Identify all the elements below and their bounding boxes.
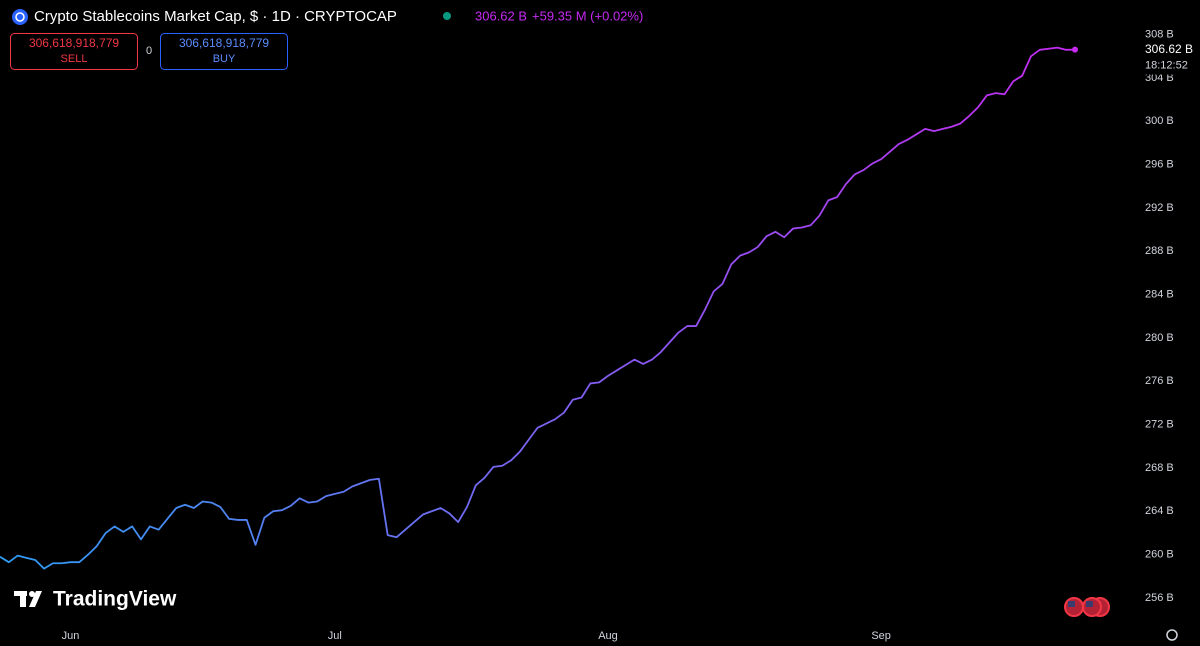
watermark: TradingView (53, 588, 177, 611)
buy-button[interactable] (160, 33, 288, 70)
y-tick-label: 308 B (1145, 29, 1174, 41)
buy-price: 306,618,918,779 (179, 36, 269, 50)
sell-price: 306,618,918,779 (29, 36, 119, 50)
x-tick-label: Sep (871, 630, 891, 642)
y-tick-label: 288 B (1145, 245, 1174, 257)
y-tick-label: 268 B (1145, 462, 1174, 474)
x-tick-label: Aug (598, 630, 618, 642)
price-label-box (1140, 40, 1200, 75)
y-tick-label: 272 B (1145, 419, 1174, 431)
sell-button[interactable] (10, 33, 138, 70)
y-tick-label: 264 B (1145, 505, 1174, 517)
watermark-logo (14, 591, 42, 607)
spread: 0 (146, 45, 152, 57)
y-tick-label: 304 B (1145, 72, 1174, 84)
symbol-icon-mark (15, 12, 25, 22)
sell-label: SELL (61, 53, 88, 65)
y-tick-label: 276 B (1145, 375, 1174, 387)
last-price-label: 306.62 B (1145, 42, 1193, 56)
symbol-icon (12, 9, 28, 25)
chart-title: Crypto Stablecoins Market Cap, $ · 1D · … (34, 8, 397, 25)
y-tick-label: 292 B (1145, 202, 1174, 214)
market-status (443, 12, 451, 20)
legend-price: 306.62 B (475, 8, 527, 23)
y-tick-label: 256 B (1145, 592, 1174, 604)
settings-icon[interactable] (1166, 629, 1178, 641)
last-time-label: 18:12:52 (1145, 60, 1188, 72)
y-tick-label: 260 B (1145, 548, 1174, 560)
buy-label: BUY (213, 53, 236, 65)
x-tick-label: Jun (62, 630, 80, 642)
y-tick-label: 296 B (1145, 159, 1174, 171)
legend-change: +59.35 M (+0.02%) (532, 8, 643, 23)
y-tick-label: 300 B (1145, 115, 1174, 127)
last-point (1072, 46, 1078, 53)
event-icons[interactable] (1064, 597, 1110, 617)
y-tick-label: 280 B (1145, 332, 1174, 344)
x-tick-label: Jul (328, 630, 342, 642)
price-line (0, 46, 1076, 570)
y-tick-label: 284 B (1145, 289, 1174, 301)
